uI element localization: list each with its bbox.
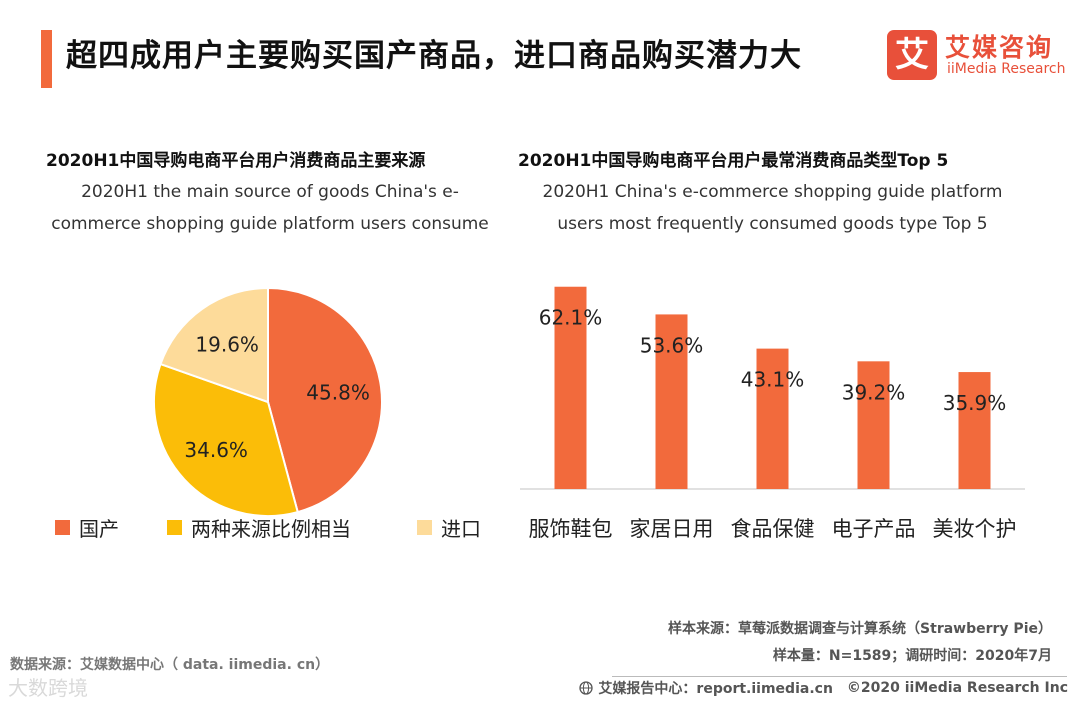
pie-chart-subtitle: 2020H1 the main source of goods China's … — [20, 176, 520, 240]
bar-value-label-2: 53.6% — [640, 333, 704, 357]
legend-label-import: 进口 — [441, 516, 481, 541]
logo-cn-text: 艾媒咨询 — [945, 33, 1054, 62]
legend-item-import: 进口 — [417, 514, 481, 541]
sample-size: 样本量：N=1589；调研时间：2020年7月 — [772, 648, 1052, 664]
pie-subtitle-line-2: commerce shopping guide platform users c… — [51, 214, 489, 234]
bar-chart-title: 2020H1中国导购电商平台用户最常消费商品类型Top 5 — [518, 151, 949, 171]
footer-report-center: 艾媒报告中心：report.iimedia.cn — [598, 681, 833, 697]
pie-subtitle-line-1: 2020H1 the main source of goods China's … — [81, 182, 459, 202]
bar-chart-subtitle: 2020H1 China's e-commerce shopping guide… — [520, 176, 1025, 240]
watermark: 大数跨境 — [8, 676, 88, 700]
footer-copyright: ©2020 iiMedia Research Inc — [846, 680, 1068, 696]
bar-4 — [857, 361, 890, 489]
legend-swatch-import — [417, 519, 432, 535]
title-accent-bar — [41, 30, 52, 88]
pie-slice-both — [153, 362, 299, 517]
pie-chart: 45.8% 34.6% 19.6% — [153, 286, 383, 517]
page-title: 超四成用户主要购买国产商品，进口商品购买潜力大 — [66, 38, 802, 74]
footer: 艾媒报告中心：report.iimedia.cn ©2020 iiMedia R… — [579, 678, 1068, 698]
globe-icon — [579, 681, 594, 695]
pie-label-import: 19.6% — [195, 332, 259, 356]
legend-label-domestic: 国产 — [79, 516, 119, 541]
pie-label-both: 34.6% — [184, 438, 248, 462]
pie-label-domestic: 45.8% — [306, 381, 370, 405]
sample-source: 样本来源：草莓派数据调查与计算系统（Strawberry Pie） — [668, 621, 1052, 637]
pie-chart-title: 2020H1中国导购电商平台用户消费商品主要来源 — [46, 151, 426, 171]
bar-1 — [554, 286, 587, 489]
x-tick-label-2: 家居日用 — [630, 517, 714, 541]
bar-5 — [958, 372, 991, 489]
bar-value-label-1: 62.1% — [539, 306, 603, 330]
data-source: 数据来源：艾媒数据中心（ data. iimedia. cn） — [10, 657, 330, 673]
bar-value-label-3: 43.1% — [741, 368, 805, 392]
x-tick-label-1: 服饰鞋包 — [529, 517, 613, 541]
legend-label-both: 两种来源比例相当 — [191, 516, 351, 541]
legend-swatch-both — [167, 519, 182, 535]
logo-en-text: iiMedia Research — [947, 61, 1066, 77]
bar-2 — [655, 314, 688, 489]
x-tick-label-3: 食品保健 — [731, 517, 815, 541]
bar-value-label-5: 35.9% — [943, 391, 1007, 415]
bar-3 — [756, 348, 789, 489]
pie-slice-domestic — [267, 286, 383, 514]
bar-subtitle-line-2: users most frequently consumed goods typ… — [557, 214, 988, 234]
bar-subtitle-line-1: 2020H1 China's e-commerce shopping guide… — [542, 182, 1003, 202]
legend-swatch-domestic — [55, 519, 70, 535]
pie-slice-import — [159, 286, 269, 404]
logo-mark: 艾 — [887, 30, 937, 80]
brand-logo: 艾 艾媒咨询 iiMedia Research — [887, 28, 1067, 82]
legend-item-domestic: 国产 — [55, 514, 119, 541]
legend-item-both: 两种来源比例相当 — [167, 514, 351, 541]
x-tick-label-5: 美妆个护 — [933, 517, 1017, 541]
bar-chart: 62.1% 服饰鞋包 53.6% 家居日用 43.1% 食品保健 39.2% 电子产品 35.9… — [520, 286, 1025, 541]
footer-divider — [612, 676, 1067, 677]
bar-value-label-4: 39.2% — [842, 380, 906, 404]
x-tick-label-4: 电子产品 — [832, 517, 916, 541]
